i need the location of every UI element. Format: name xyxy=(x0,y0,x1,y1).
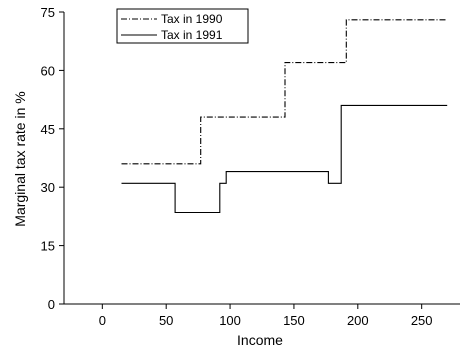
legend: Tax in 1990 Tax in 1991 xyxy=(116,8,249,44)
y-axis-title: Marginal tax rate in % xyxy=(12,91,28,226)
legend-label-1991: Tax in 1991 xyxy=(161,28,223,42)
x-tick-label-100: 100 xyxy=(219,313,241,328)
y-tick-label-15: 15 xyxy=(41,239,55,254)
y-tick-label-0: 0 xyxy=(48,297,55,312)
x-tick-label-200: 200 xyxy=(347,313,369,328)
y-tick-label-45: 45 xyxy=(41,122,55,137)
x-tick-label-0: 0 xyxy=(99,313,106,328)
y-tick-label-30: 30 xyxy=(41,180,55,195)
y-tick-label-60: 60 xyxy=(41,63,55,78)
legend-box xyxy=(116,8,249,44)
x-tick-label-150: 150 xyxy=(283,313,305,328)
x-tick-label-50: 50 xyxy=(159,313,173,328)
y-tick-label-75: 75 xyxy=(41,5,55,20)
x-tick-label-250: 250 xyxy=(411,313,433,328)
x-axis-title: Income xyxy=(237,332,283,348)
plot-area: 0 50 100 150 200 250 0 15 30 45 60 75 xyxy=(41,5,460,328)
series-line-tax-in-1991 xyxy=(121,104,448,214)
legend-label-1990: Tax in 1990 xyxy=(161,12,223,26)
